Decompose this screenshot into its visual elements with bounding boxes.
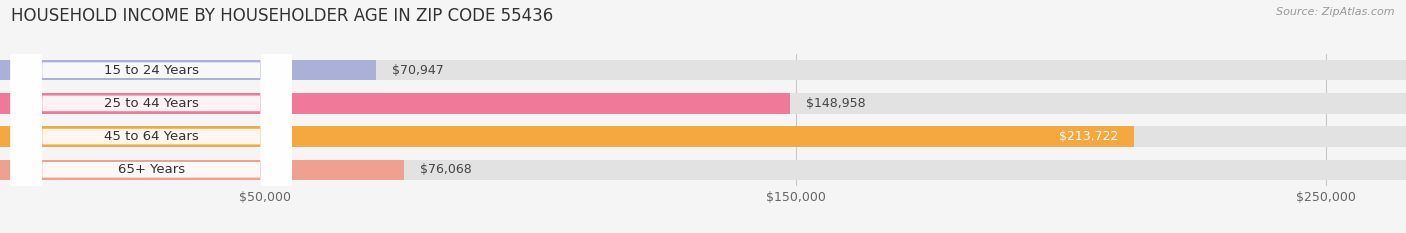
Bar xyxy=(0,60,377,80)
Text: $70,947: $70,947 xyxy=(392,64,444,77)
Bar xyxy=(0,160,404,180)
Bar xyxy=(0,160,1406,180)
Bar xyxy=(0,60,1406,80)
Bar xyxy=(0,126,1406,147)
Text: Source: ZipAtlas.com: Source: ZipAtlas.com xyxy=(1277,7,1395,17)
Text: 65+ Years: 65+ Years xyxy=(118,163,184,176)
Text: 15 to 24 Years: 15 to 24 Years xyxy=(104,64,198,77)
Text: $148,958: $148,958 xyxy=(806,97,866,110)
Text: HOUSEHOLD INCOME BY HOUSEHOLDER AGE IN ZIP CODE 55436: HOUSEHOLD INCOME BY HOUSEHOLDER AGE IN Z… xyxy=(11,7,554,25)
FancyBboxPatch shape xyxy=(11,0,292,233)
Text: $76,068: $76,068 xyxy=(419,163,471,176)
Text: 25 to 44 Years: 25 to 44 Years xyxy=(104,97,198,110)
FancyBboxPatch shape xyxy=(11,0,292,233)
Bar xyxy=(0,93,1406,114)
Text: $213,722: $213,722 xyxy=(1059,130,1118,143)
FancyBboxPatch shape xyxy=(11,0,292,233)
FancyBboxPatch shape xyxy=(11,0,292,233)
Text: 45 to 64 Years: 45 to 64 Years xyxy=(104,130,198,143)
Bar xyxy=(0,93,790,114)
Bar xyxy=(0,126,1133,147)
